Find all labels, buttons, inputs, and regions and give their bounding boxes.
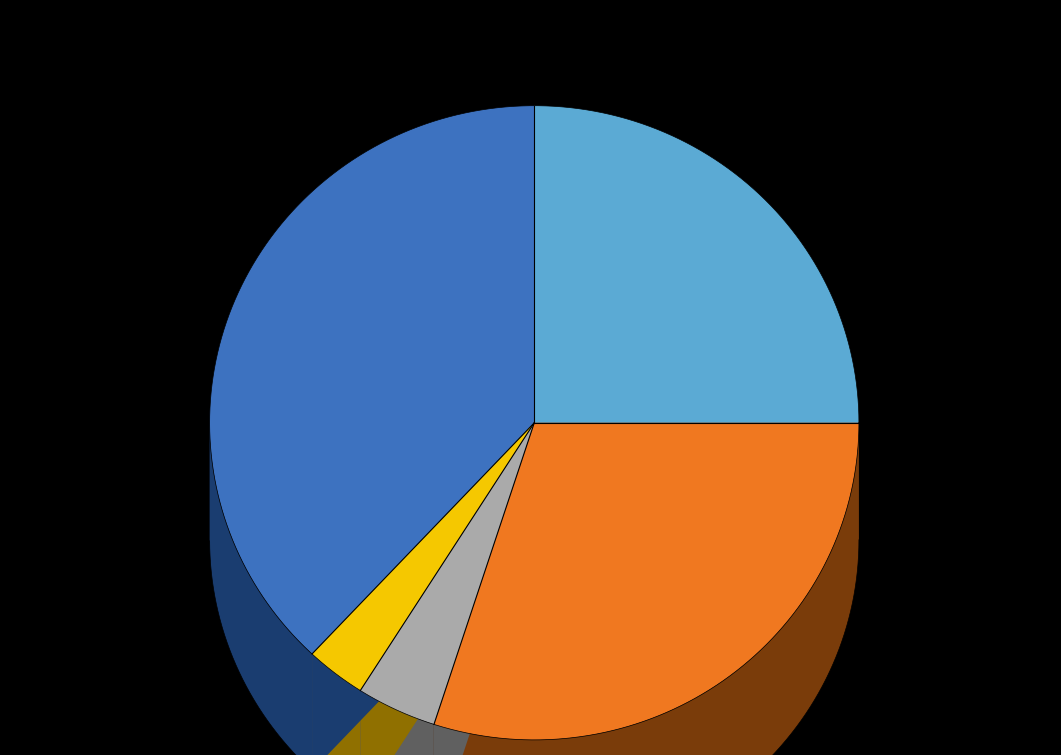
Polygon shape bbox=[312, 423, 535, 755]
Polygon shape bbox=[210, 424, 312, 755]
Polygon shape bbox=[361, 423, 535, 755]
Polygon shape bbox=[434, 424, 859, 755]
Polygon shape bbox=[361, 423, 535, 755]
Polygon shape bbox=[361, 423, 535, 724]
Polygon shape bbox=[312, 423, 535, 755]
Polygon shape bbox=[535, 106, 859, 423]
Polygon shape bbox=[434, 423, 535, 755]
Polygon shape bbox=[210, 106, 535, 654]
Polygon shape bbox=[312, 654, 361, 755]
Polygon shape bbox=[434, 423, 535, 755]
Polygon shape bbox=[361, 691, 434, 755]
Polygon shape bbox=[434, 423, 859, 740]
Polygon shape bbox=[312, 423, 535, 691]
